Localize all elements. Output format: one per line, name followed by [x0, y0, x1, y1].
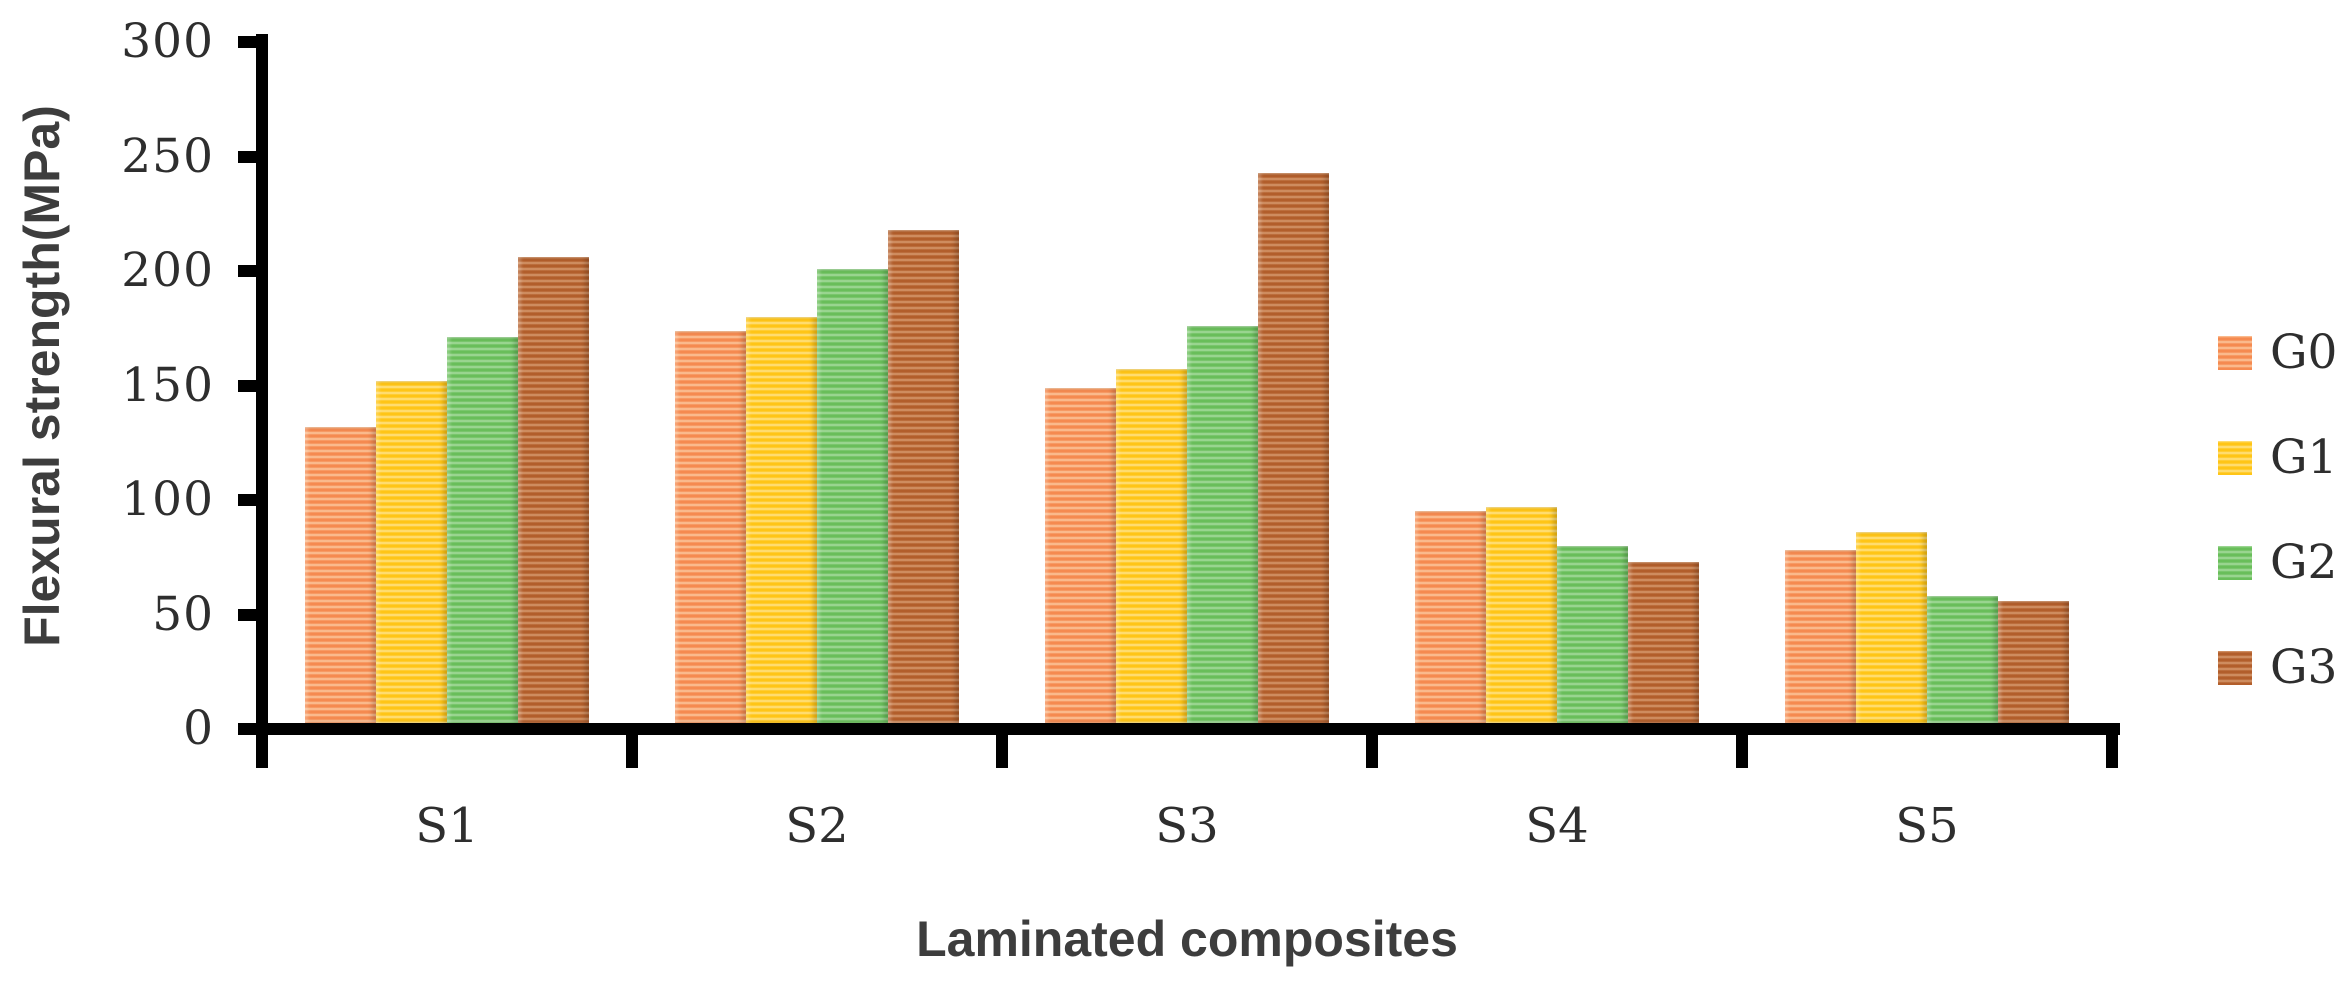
bar-S2-G2 [817, 268, 888, 723]
y-tick-50 [238, 608, 256, 621]
y-tick-label-100: 100 [121, 472, 214, 527]
legend-swatch-G2 [2218, 546, 2252, 580]
bar-S1-G0 [305, 426, 376, 723]
y-tick-100 [238, 494, 256, 506]
legend-label-G1: G1 [2270, 430, 2338, 485]
category-label-S4: S4 [1525, 798, 1589, 854]
y-tick-200 [238, 265, 256, 277]
x-tick-4 [1736, 729, 1748, 768]
y-tick-label-50: 50 [152, 586, 214, 642]
legend-swatch-G3 [2218, 651, 2252, 685]
y-tick-label-300: 300 [121, 14, 214, 69]
legend-label-G3: G3 [2270, 640, 2338, 695]
category-label-S3: S3 [1155, 798, 1219, 854]
bar-S4-G2 [1557, 545, 1628, 723]
bar-S3-G2 [1187, 325, 1258, 723]
bar-S4-G1 [1486, 506, 1557, 723]
x-tick-0 [256, 729, 268, 768]
x-tick-5 [2106, 729, 2118, 768]
bar-S5-G0 [1785, 550, 1856, 723]
y-tick-0 [238, 723, 256, 735]
y-tick-300 [238, 36, 256, 48]
y-tick-label-0: 0 [183, 701, 214, 756]
legend-swatch-G0 [2218, 336, 2252, 370]
category-label-S2: S2 [785, 798, 849, 854]
legend-label-G2: G2 [2270, 535, 2338, 590]
x-axis-title: Laminated composites [916, 911, 1458, 967]
x-tick-1 [626, 729, 638, 768]
y-tick-250 [238, 150, 256, 163]
y-tick-label-200: 200 [121, 243, 214, 298]
y-tick-label-250: 250 [121, 128, 214, 184]
bar-S5-G2 [1927, 596, 1998, 723]
bar-S4-G3 [1628, 561, 1699, 723]
bar-S3-G0 [1045, 387, 1116, 723]
y-tick-label-150: 150 [121, 357, 214, 413]
bar-S2-G3 [888, 229, 959, 723]
bar-S3-G3 [1258, 172, 1329, 723]
y-axis-line [256, 34, 268, 735]
bar-S1-G2 [447, 337, 518, 723]
category-label-S1: S1 [415, 798, 479, 854]
bar-S3-G1 [1116, 369, 1187, 723]
y-tick-150 [238, 379, 256, 392]
bar-S2-G0 [675, 330, 746, 723]
bar-S4-G0 [1415, 511, 1486, 723]
bar-S5-G1 [1856, 532, 1927, 723]
bar-S1-G1 [376, 380, 447, 723]
legend-label-G0: G0 [2270, 325, 2338, 380]
bar-S1-G3 [518, 257, 589, 723]
x-axis-line [244, 723, 2120, 735]
x-tick-3 [1366, 729, 1378, 768]
legend-swatch-G1 [2218, 441, 2252, 475]
category-label-S5: S5 [1895, 798, 1959, 854]
bar-S5-G3 [1998, 600, 2069, 723]
x-tick-2 [996, 729, 1008, 768]
bar-S2-G1 [746, 316, 817, 723]
